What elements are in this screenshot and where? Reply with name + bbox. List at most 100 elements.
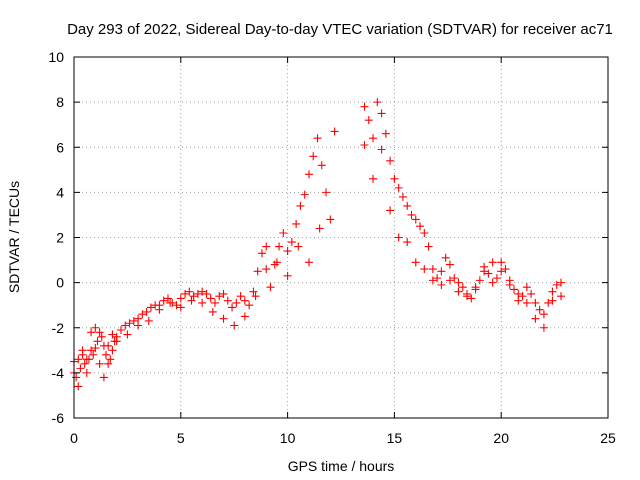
- data-point-s1-53: [557, 292, 566, 301]
- data-point-s0-70: [326, 215, 335, 224]
- data-point-s0-78: [386, 156, 395, 165]
- data-point-s1-28: [304, 258, 313, 267]
- data-point-s0-73: [364, 116, 373, 125]
- data-point-s0-77: [381, 129, 390, 138]
- x-tick-label-3: 15: [387, 430, 403, 446]
- data-point-s0-72: [360, 102, 369, 111]
- data-point-s0-79: [390, 174, 399, 183]
- data-point-s0-87: [424, 242, 433, 251]
- x-tick-label-1: 5: [177, 430, 185, 446]
- data-point-s1-21: [230, 321, 239, 330]
- data-point-s0-35: [176, 294, 185, 303]
- y-tick-label-6: 6: [56, 139, 64, 155]
- data-point-s1-45: [488, 258, 497, 267]
- data-point-s1-27: [294, 242, 303, 251]
- data-point-s0-91: [441, 253, 450, 262]
- x-tick-label-5: 25: [600, 430, 616, 446]
- y-tick-label-0: -6: [52, 410, 65, 426]
- data-point-s0-47: [228, 303, 237, 312]
- data-point-s1-37: [420, 265, 429, 274]
- data-point-s0-43: [210, 298, 219, 307]
- data-point-s0-41: [202, 289, 211, 298]
- y-tick-label-8: 10: [48, 49, 64, 65]
- data-point-s0-86: [420, 228, 429, 237]
- data-point-s1-32: [377, 145, 386, 154]
- data-point-s0-31: [159, 296, 168, 305]
- data-point-s0-28: [146, 303, 155, 312]
- data-point-s0-109: [518, 292, 527, 301]
- x-tick-label-2: 10: [280, 430, 296, 446]
- data-point-s1-23: [251, 292, 260, 301]
- y-axis-label: SDTVAR / TECUs: [6, 181, 22, 293]
- data-point-s0-45: [219, 289, 228, 298]
- data-point-s1-9: [108, 330, 117, 339]
- data-point-s0-24: [129, 316, 138, 325]
- data-points: [70, 98, 566, 391]
- data-point-s0-104: [497, 258, 506, 267]
- data-point-s0-65: [304, 170, 313, 179]
- data-point-s0-51: [245, 301, 254, 310]
- data-point-s0-105: [501, 265, 510, 274]
- data-point-s0-61: [287, 238, 296, 247]
- data-point-s0-50: [240, 296, 249, 305]
- data-point-s1-36: [411, 258, 420, 267]
- data-point-s0-6: [82, 368, 91, 377]
- data-point-s1-18: [198, 298, 207, 307]
- data-point-s0-66: [309, 152, 318, 161]
- data-point-s0-84: [411, 215, 420, 224]
- data-point-s0-110: [522, 283, 531, 292]
- data-point-s0-90: [437, 267, 446, 276]
- x-tick-label-4: 20: [493, 430, 509, 446]
- data-point-s0-22: [121, 321, 130, 330]
- data-point-s0-89: [433, 274, 442, 283]
- data-point-s0-111: [527, 289, 536, 298]
- data-point-s1-13: [144, 316, 153, 325]
- data-point-s1-12: [134, 321, 143, 330]
- data-point-s0-85: [416, 222, 425, 231]
- data-point-s1-35: [403, 238, 412, 247]
- data-point-s1-29: [315, 224, 324, 233]
- data-point-s1-47: [505, 280, 514, 289]
- data-point-s0-69: [322, 188, 331, 197]
- data-point-s0-11: [93, 337, 102, 346]
- data-point-s0-88: [428, 265, 437, 274]
- data-point-s0-74: [369, 134, 378, 143]
- data-point-s1-52: [548, 296, 557, 305]
- data-point-s0-13: [97, 332, 106, 341]
- y-tick-label-7: 8: [56, 94, 64, 110]
- data-point-s0-56: [266, 283, 275, 292]
- data-point-s0-99: [475, 276, 484, 285]
- data-point-s0-18: [108, 346, 117, 355]
- data-point-s0-8: [87, 346, 96, 355]
- data-point-s0-67: [313, 134, 322, 143]
- data-point-s0-25: [134, 314, 143, 323]
- data-point-s0-54: [257, 249, 266, 258]
- data-point-s0-12: [95, 328, 104, 337]
- data-point-s1-30: [360, 140, 369, 149]
- data-point-s0-80: [394, 183, 403, 192]
- y-tick-label-2: -2: [52, 320, 65, 336]
- data-point-s1-42: [463, 292, 472, 301]
- data-point-s1-5: [91, 323, 100, 332]
- data-point-s1-39: [437, 280, 446, 289]
- data-point-s0-16: [104, 359, 113, 368]
- data-point-s1-25: [272, 258, 281, 267]
- data-point-s0-17: [106, 355, 115, 364]
- data-point-s0-60: [283, 247, 292, 256]
- data-point-s0-3: [76, 364, 85, 373]
- data-point-s0-40: [198, 287, 207, 296]
- data-point-s1-14: [155, 305, 164, 314]
- data-point-s1-17: [187, 296, 196, 305]
- data-point-s1-46: [497, 267, 506, 276]
- data-point-s1-2: [78, 346, 87, 355]
- data-point-s1-51: [539, 323, 548, 332]
- data-point-s1-44: [480, 267, 489, 276]
- data-point-s0-48: [232, 298, 241, 307]
- data-point-s1-41: [454, 287, 463, 296]
- data-point-s1-49: [522, 298, 531, 307]
- data-point-s0-71: [330, 127, 339, 136]
- data-point-s0-108: [514, 289, 523, 298]
- x-axis-label: GPS time / hours: [288, 458, 395, 474]
- data-point-s1-10: [112, 337, 121, 346]
